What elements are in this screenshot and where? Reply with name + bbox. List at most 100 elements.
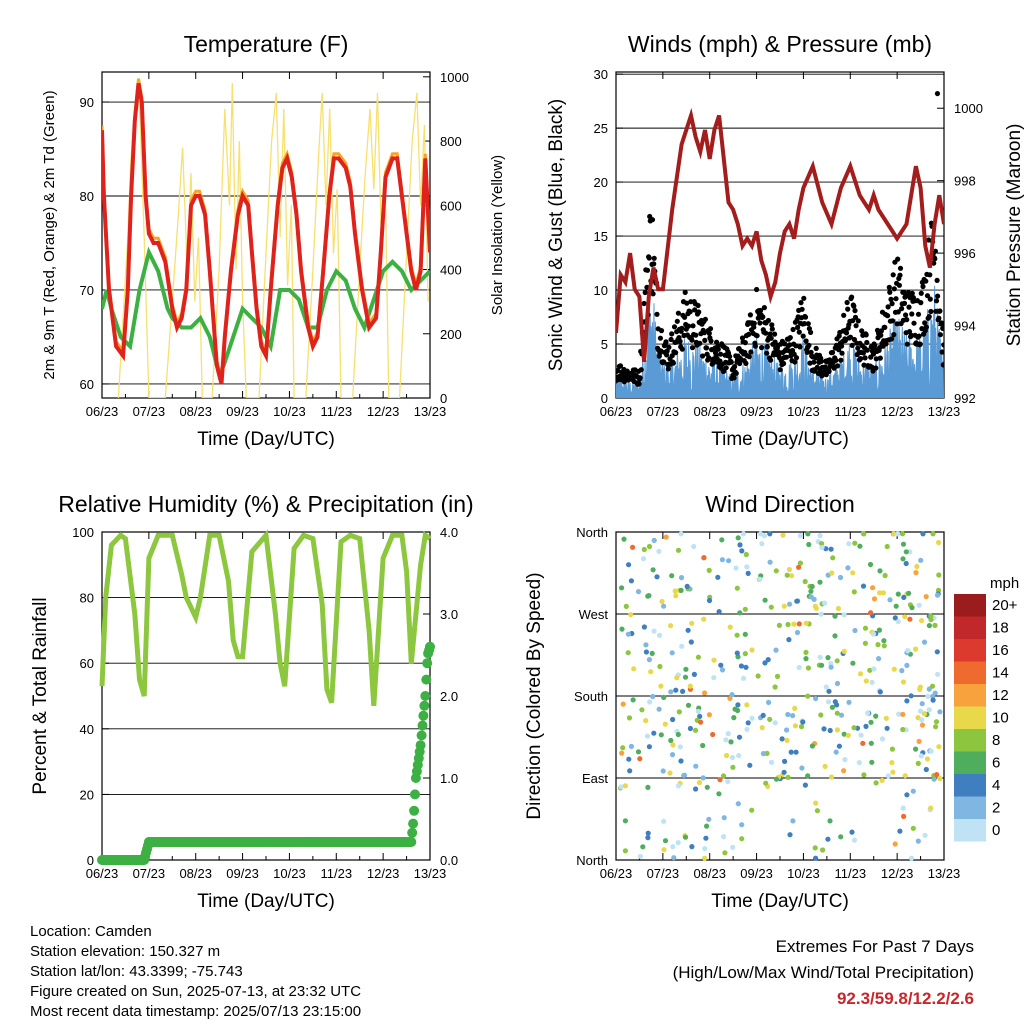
gust-point: [836, 347, 842, 353]
gust-point: [887, 289, 893, 295]
gust-point: [797, 344, 803, 350]
gust-point: [707, 326, 714, 332]
direction-point: [903, 549, 909, 555]
direction-point: [734, 632, 740, 638]
direction-point: [902, 773, 908, 779]
gust-point: [787, 342, 793, 348]
gust-point: [918, 300, 924, 306]
rain-point: [408, 818, 419, 829]
direction-point: [828, 546, 834, 552]
direction-point: [784, 737, 790, 744]
direction-point: [856, 760, 862, 766]
direction-point: [900, 556, 906, 562]
gust-point: [793, 343, 799, 349]
direction-point: [660, 768, 666, 774]
y2-axis-label: Solar Insolation (Yellow): [489, 155, 506, 315]
y2-tick-label: 2.0: [440, 689, 458, 704]
direction-point: [828, 664, 834, 670]
direction-point: [677, 744, 683, 750]
y-tick-label: 80: [80, 591, 94, 606]
gust-point: [937, 308, 943, 314]
gust-point: [811, 359, 817, 365]
direction-point: [922, 832, 928, 838]
direction-point: [794, 598, 800, 604]
gust-point: [877, 355, 883, 361]
direction-point: [659, 598, 665, 605]
gust-point: [903, 312, 909, 318]
y-tick-label: West: [579, 607, 609, 622]
direction-point: [838, 712, 845, 718]
y-tick-label: 15: [594, 229, 608, 244]
direction-point: [681, 772, 688, 778]
direction-point: [829, 570, 835, 576]
direction-point: [891, 666, 897, 672]
direction-point: [937, 775, 943, 782]
gust-point: [727, 353, 733, 360]
direction-point: [661, 818, 667, 824]
direction-point: [851, 589, 857, 595]
direction-point: [923, 766, 929, 773]
direction-point: [622, 818, 629, 824]
gust-point: [792, 359, 798, 365]
direction-point: [731, 715, 737, 721]
x-tick-label: 09/23: [226, 404, 259, 419]
gust-point: [679, 346, 685, 352]
gust-point: [802, 314, 809, 320]
panel-3: Relative Humidity (%) & Precipitation (i…: [30, 491, 474, 912]
direction-point: [910, 825, 916, 831]
direction-point: [808, 594, 814, 600]
gust-point: [926, 314, 932, 320]
direction-point: [928, 617, 934, 623]
direction-point: [915, 838, 921, 844]
gust-point: [859, 328, 865, 334]
y-tick-label: North: [576, 525, 608, 540]
gust-point: [768, 335, 774, 341]
direction-point: [919, 722, 926, 728]
gust-point: [927, 272, 933, 278]
x-tick-label: 07/23: [133, 404, 166, 419]
gust-point: [878, 328, 885, 334]
direction-point: [889, 746, 896, 752]
gust-point: [651, 261, 657, 267]
gust-point: [751, 320, 757, 326]
direction-point: [790, 713, 796, 719]
direction-point: [879, 777, 885, 784]
direction-point: [647, 699, 653, 705]
gust-point: [654, 311, 660, 317]
direction-point: [678, 758, 684, 764]
gust-point: [923, 324, 930, 330]
gust-point: [806, 342, 812, 348]
direction-point: [937, 709, 943, 715]
direction-point: [702, 855, 708, 861]
x-tick-label: 06/23: [600, 866, 633, 881]
gust-point: [796, 329, 802, 335]
direction-point: [784, 572, 790, 578]
y-axis-label: 2m & 9m T (Red, Orange) & 2m Td (Green): [41, 90, 58, 379]
extremes-values: 92.3/59.8/12.2/2.6: [836, 989, 974, 1008]
x-axis-label: Time (Day/UTC): [197, 429, 335, 450]
direction-point: [846, 699, 852, 705]
direction-point: [885, 773, 891, 779]
direction-point: [875, 642, 881, 648]
gust-point: [781, 360, 787, 367]
gust-point: [882, 324, 888, 330]
gust-point: [675, 310, 682, 316]
direction-point: [755, 673, 761, 679]
gust-point: [739, 335, 746, 341]
gust-point: [853, 323, 859, 329]
direction-point: [806, 541, 812, 548]
gust-point: [748, 349, 754, 355]
gust-point: [754, 333, 760, 339]
gust-point: [746, 354, 752, 360]
colorbar-swatch: [954, 774, 986, 797]
direction-point: [825, 836, 831, 842]
gust-point: [804, 349, 810, 355]
direction-point: [719, 557, 726, 563]
gust-point: [711, 359, 718, 365]
info-created: Figure created on Sun, 2025-07-13, at 23…: [30, 983, 362, 1000]
direction-point: [657, 663, 663, 670]
x-tick-label: 12/23: [881, 866, 914, 881]
direction-point: [936, 539, 942, 546]
gust-point: [799, 306, 805, 312]
direction-point: [935, 671, 941, 677]
